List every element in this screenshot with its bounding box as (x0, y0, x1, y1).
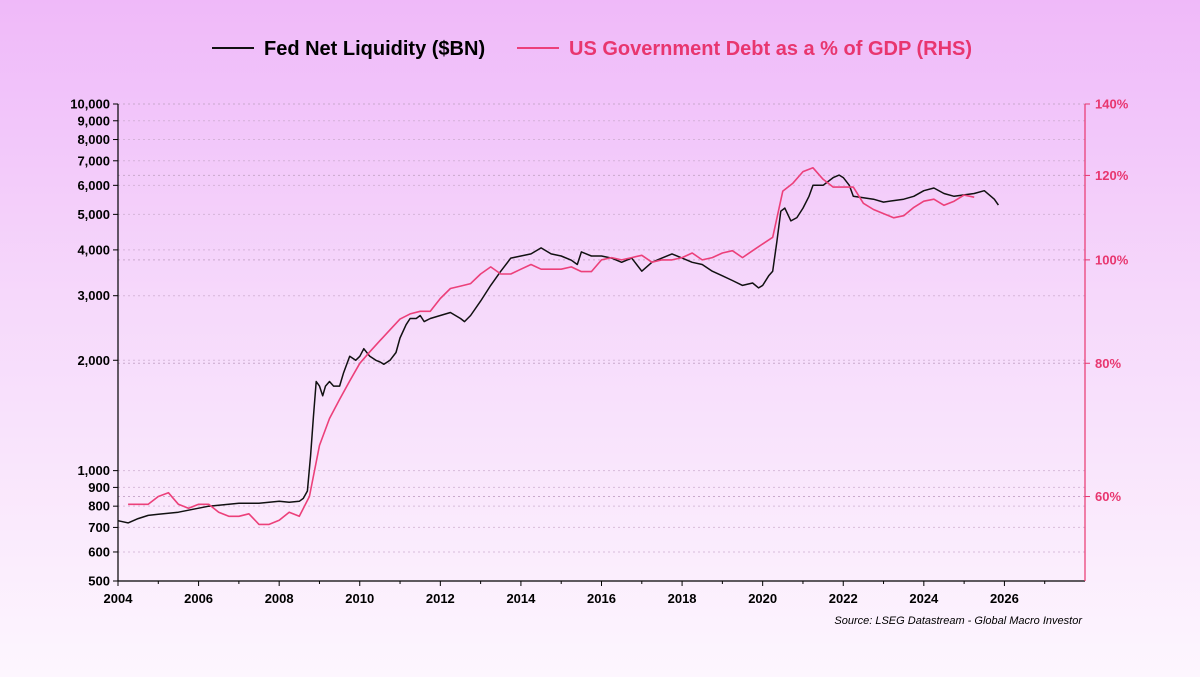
series-lines (117, 167, 1000, 526)
x-tick-label: 2006 (184, 591, 213, 606)
left-tick-label: 6,000 (77, 178, 110, 193)
left-tick-label: 900 (88, 480, 110, 495)
left-tick-label: 5,000 (77, 207, 110, 222)
left-tick-label: 2,000 (77, 353, 110, 368)
left-tick-label: 1,000 (77, 463, 110, 478)
x-tick-label: 2018 (668, 591, 697, 606)
x-tick-label: 2010 (345, 591, 374, 606)
x-tick-label: 2012 (426, 591, 455, 606)
source-note: Source: LSEG Datastream - Global Macro I… (834, 615, 1083, 627)
legend-liquidity-label: Fed Net Liquidity ($BN) (264, 38, 485, 60)
legend-debt-label: US Government Debt as a % of GDP (RHS) (569, 38, 972, 60)
axes: 500 600 700 800 900 1,000 2,000 3,000 4,000 5,000… (70, 97, 1128, 607)
right-tick-label: 140% (1095, 97, 1129, 112)
right-tick-label: 80% (1095, 356, 1121, 371)
x-tick-label: 2026 (990, 591, 1019, 606)
right-tick-label: 60% (1095, 489, 1121, 504)
left-tick-label: 7,000 (77, 153, 110, 168)
x-tick-label: 2024 (909, 591, 939, 606)
x-tick-label: 2004 (104, 591, 134, 606)
debt-to-gdp-line (128, 167, 975, 526)
right-tick-label: 120% (1095, 168, 1129, 183)
left-tick-label: 3,000 (77, 288, 110, 303)
left-tick-label: 700 (88, 520, 110, 535)
left-tick-label: 4,000 (77, 242, 110, 257)
x-tick-label: 2008 (265, 591, 294, 606)
left-tick-label: 10,000 (70, 97, 110, 112)
left-tick-label: 9,000 (77, 113, 110, 128)
left-tick-label: 800 (88, 499, 110, 514)
x-tick-label: 2014 (506, 591, 536, 606)
right-tick-label: 100% (1095, 252, 1129, 267)
x-tick-label: 2020 (748, 591, 777, 606)
legend: Fed Net Liquidity ($BN) US Government De… (212, 38, 972, 60)
gridlines (118, 103, 1085, 582)
x-tick-label: 2016 (587, 591, 616, 606)
left-tick-label: 8,000 (77, 132, 110, 147)
fed-net-liquidity-line (117, 174, 1000, 524)
left-tick-label: 600 (88, 544, 110, 559)
x-tick-label: 2022 (829, 591, 858, 606)
left-tick-label: 500 (88, 574, 110, 589)
